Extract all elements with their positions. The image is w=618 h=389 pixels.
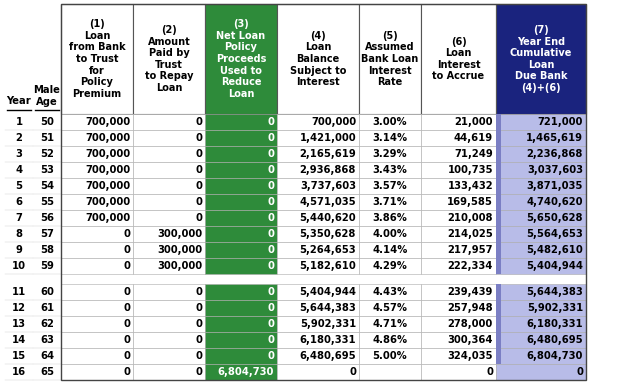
Bar bbox=[496, 348, 586, 364]
Bar bbox=[496, 162, 501, 178]
Bar bbox=[205, 242, 277, 258]
Text: 0: 0 bbox=[267, 133, 274, 143]
Text: 700,000: 700,000 bbox=[85, 149, 130, 159]
Text: 5,404,944: 5,404,944 bbox=[526, 261, 583, 271]
Text: 62: 62 bbox=[40, 319, 54, 329]
Bar bbox=[277, 4, 359, 114]
Text: 4,740,620: 4,740,620 bbox=[527, 197, 583, 207]
Bar bbox=[421, 4, 496, 114]
Bar bbox=[359, 226, 421, 242]
Text: (1)
Loan
from Bank
to Trust
for
Policy
Premium: (1) Loan from Bank to Trust for Policy P… bbox=[69, 19, 125, 99]
Text: 700,000: 700,000 bbox=[85, 133, 130, 143]
Bar bbox=[359, 348, 421, 364]
Bar bbox=[61, 284, 133, 300]
Text: 5: 5 bbox=[15, 181, 22, 191]
Bar bbox=[359, 162, 421, 178]
Bar bbox=[421, 242, 496, 258]
Bar bbox=[421, 226, 496, 242]
Bar bbox=[205, 316, 277, 332]
Bar bbox=[61, 226, 133, 242]
Bar bbox=[496, 242, 586, 258]
Text: 5,350,628: 5,350,628 bbox=[300, 229, 356, 239]
Bar bbox=[205, 114, 277, 130]
Text: 6,180,331: 6,180,331 bbox=[527, 319, 583, 329]
Text: 6: 6 bbox=[15, 197, 22, 207]
Text: (2)
Amount
Paid by
Trust
to Repay
Loan: (2) Amount Paid by Trust to Repay Loan bbox=[145, 25, 193, 93]
Bar bbox=[61, 242, 133, 258]
Text: 2,165,619: 2,165,619 bbox=[299, 149, 356, 159]
Text: (3)
Net Loan
Policy
Proceeds
Used to
Reduce
Loan: (3) Net Loan Policy Proceeds Used to Red… bbox=[216, 19, 266, 99]
Text: 721,000: 721,000 bbox=[538, 117, 583, 127]
Text: 278,000: 278,000 bbox=[448, 319, 493, 329]
Text: 54: 54 bbox=[40, 181, 54, 191]
Text: 0: 0 bbox=[195, 165, 202, 175]
Text: Year: Year bbox=[7, 96, 32, 106]
Bar bbox=[61, 4, 133, 114]
Bar bbox=[359, 284, 421, 300]
Text: 0: 0 bbox=[195, 351, 202, 361]
Bar bbox=[496, 130, 501, 146]
Bar bbox=[496, 162, 586, 178]
Bar bbox=[496, 178, 501, 194]
Text: 300,000: 300,000 bbox=[157, 245, 202, 255]
Bar bbox=[496, 194, 586, 210]
Text: 50: 50 bbox=[40, 117, 54, 127]
Bar bbox=[133, 146, 205, 162]
Text: 12: 12 bbox=[12, 303, 26, 313]
Bar bbox=[133, 364, 205, 380]
Text: 0: 0 bbox=[349, 367, 356, 377]
Text: 5,440,620: 5,440,620 bbox=[299, 213, 356, 223]
Bar bbox=[277, 284, 359, 300]
Bar bbox=[61, 348, 133, 364]
Text: 0: 0 bbox=[267, 303, 274, 313]
Bar bbox=[277, 178, 359, 194]
Text: 700,000: 700,000 bbox=[311, 117, 356, 127]
Bar bbox=[496, 332, 501, 348]
Text: 4.14%: 4.14% bbox=[372, 245, 408, 255]
Bar bbox=[359, 194, 421, 210]
Bar bbox=[277, 162, 359, 178]
Text: 56: 56 bbox=[40, 213, 54, 223]
Bar bbox=[496, 258, 501, 274]
Bar bbox=[205, 146, 277, 162]
Bar bbox=[359, 332, 421, 348]
Bar bbox=[61, 194, 133, 210]
Text: 11: 11 bbox=[12, 287, 26, 297]
Text: 44,619: 44,619 bbox=[454, 133, 493, 143]
Bar bbox=[61, 316, 133, 332]
Text: 5.00%: 5.00% bbox=[373, 351, 407, 361]
Text: 0: 0 bbox=[195, 335, 202, 345]
Text: 0: 0 bbox=[195, 287, 202, 297]
Text: 0: 0 bbox=[123, 287, 130, 297]
Bar bbox=[421, 162, 496, 178]
Text: 3.71%: 3.71% bbox=[373, 197, 407, 207]
Bar bbox=[496, 146, 501, 162]
Bar bbox=[277, 316, 359, 332]
Bar bbox=[496, 146, 586, 162]
Text: 60: 60 bbox=[40, 287, 54, 297]
Bar bbox=[277, 194, 359, 210]
Bar bbox=[61, 162, 133, 178]
Text: 52: 52 bbox=[40, 149, 54, 159]
Text: Age: Age bbox=[36, 97, 58, 107]
Text: 3.00%: 3.00% bbox=[373, 117, 407, 127]
Bar bbox=[496, 348, 501, 364]
Text: 6,180,331: 6,180,331 bbox=[299, 335, 356, 345]
Text: 5,644,383: 5,644,383 bbox=[299, 303, 356, 313]
Text: 700,000: 700,000 bbox=[85, 117, 130, 127]
Text: 0: 0 bbox=[267, 287, 274, 297]
Bar bbox=[61, 178, 133, 194]
Bar bbox=[496, 226, 586, 242]
Text: 5,902,331: 5,902,331 bbox=[527, 303, 583, 313]
Bar bbox=[496, 316, 501, 332]
Bar bbox=[133, 114, 205, 130]
Text: 4,571,035: 4,571,035 bbox=[299, 197, 356, 207]
Bar bbox=[496, 316, 586, 332]
Text: 5,902,331: 5,902,331 bbox=[300, 319, 356, 329]
Bar bbox=[61, 130, 133, 146]
Text: 5,644,383: 5,644,383 bbox=[527, 287, 583, 297]
Text: 13: 13 bbox=[12, 319, 26, 329]
Text: 324,035: 324,035 bbox=[447, 351, 493, 361]
Text: 58: 58 bbox=[40, 245, 54, 255]
Text: 4.71%: 4.71% bbox=[373, 319, 407, 329]
